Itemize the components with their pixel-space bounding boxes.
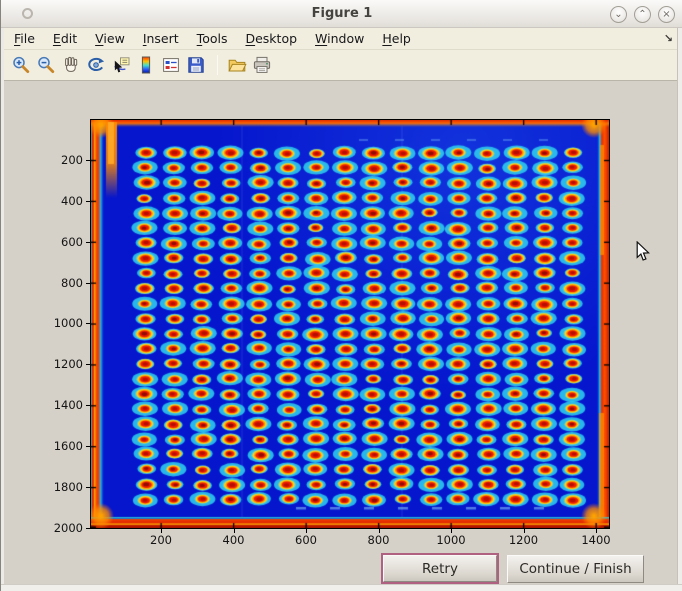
y-tick-mark	[86, 241, 90, 243]
menu-help[interactable]: Help	[382, 30, 411, 46]
rotate-3d-icon[interactable]	[84, 53, 108, 77]
retry-button-focus-ring: Retry	[381, 553, 499, 584]
close-icon: ×	[662, 9, 671, 20]
x-tick-mark	[306, 529, 307, 533]
x-tick-label: 600	[295, 533, 317, 547]
x-tick-mark	[233, 529, 235, 533]
figure-canvas-area: 200 400 600 800 1000 1200 1400 1600 1800 2000 200 4…	[1, 81, 682, 584]
window-menu-icon[interactable]	[22, 8, 33, 19]
plate-heatmap-image	[91, 120, 609, 528]
y-tick-mark	[86, 364, 90, 366]
window-title: Figure 1	[311, 6, 373, 21]
window-border-bottom	[1, 584, 682, 591]
menu-edit[interactable]: Edit	[52, 30, 78, 46]
plot-axes	[90, 119, 610, 529]
window-border-left	[1, 28, 4, 591]
y-tick-mark	[86, 527, 90, 529]
x-tick-label: 200	[150, 533, 172, 547]
continue-finish-button-label: Continue / Finish	[519, 561, 632, 577]
y-tick-mark	[86, 446, 90, 448]
y-tick-mark	[86, 200, 90, 202]
x-tick-mark	[523, 529, 525, 533]
menu-view[interactable]: View	[95, 30, 125, 46]
colorbar-icon[interactable]	[134, 53, 158, 77]
chevron-up-icon: ⌃	[638, 9, 647, 20]
x-tick-mark	[378, 529, 380, 533]
y-tick-label: 1200	[53, 357, 83, 372]
minimize-button[interactable]: ⌄	[610, 6, 627, 23]
y-tick-label: 2000	[53, 520, 83, 535]
mouse-cursor-icon	[636, 240, 652, 267]
maximize-button[interactable]: ⌃	[634, 6, 651, 23]
retry-button[interactable]: Retry	[383, 555, 497, 582]
toolbar-separator	[217, 55, 218, 75]
continue-finish-button[interactable]: Continue / Finish	[507, 555, 644, 583]
pan-hand-icon[interactable]	[59, 53, 83, 77]
menu-window[interactable]: Window	[315, 30, 365, 46]
menu-desktop[interactable]: Desktop	[245, 30, 298, 46]
y-tick-label: 400	[61, 193, 83, 208]
open-folder-icon[interactable]	[225, 53, 249, 77]
chevron-down-icon: ⌄	[614, 9, 623, 20]
figure-toolbar	[2, 50, 682, 81]
menu-tools[interactable]: Tools	[196, 30, 228, 46]
y-tick-mark	[86, 159, 90, 161]
save-icon[interactable]	[184, 53, 208, 77]
x-tick-mark	[161, 529, 162, 533]
y-tick-mark	[86, 323, 90, 325]
zoom-in-icon[interactable]	[9, 53, 33, 77]
x-tick-label: 1200	[508, 533, 539, 547]
menu-overflow-arrow-icon[interactable]: ↘	[663, 32, 673, 45]
x-tick-label: 1400	[581, 533, 611, 547]
y-tick-mark	[86, 486, 90, 488]
legend-icon[interactable]	[159, 53, 183, 77]
y-tick-label: 200	[61, 152, 83, 167]
data-cursor-icon[interactable]	[109, 53, 133, 77]
window-border-right	[677, 28, 682, 591]
y-tick-label: 1600	[53, 439, 83, 454]
menu-bar: File Edit View Insert Tools Desktop Wind…	[2, 28, 682, 50]
x-tick-label: 800	[367, 533, 390, 547]
x-tick-mark	[596, 529, 597, 533]
menu-file[interactable]: File	[14, 30, 35, 46]
y-tick-label: 800	[61, 275, 83, 290]
menu-insert[interactable]: Insert	[142, 30, 179, 46]
x-tick-label: 1000	[436, 533, 466, 547]
y-tick-mark	[86, 282, 90, 284]
retry-button-label: Retry	[422, 560, 458, 577]
print-icon[interactable]	[250, 53, 274, 77]
x-tick-mark	[451, 529, 452, 533]
zoom-out-icon[interactable]	[34, 53, 58, 77]
title-bar[interactable]: Figure 1 ⌄ ⌃ ×	[1, 0, 682, 28]
y-tick-label: 1000	[53, 316, 83, 331]
y-tick-mark	[86, 405, 90, 407]
y-tick-label: 1400	[53, 398, 83, 413]
y-tick-label: 1800	[53, 479, 83, 494]
x-tick-label: 400	[222, 533, 245, 547]
y-tick-label: 600	[61, 234, 83, 249]
close-button[interactable]: ×	[658, 6, 675, 23]
